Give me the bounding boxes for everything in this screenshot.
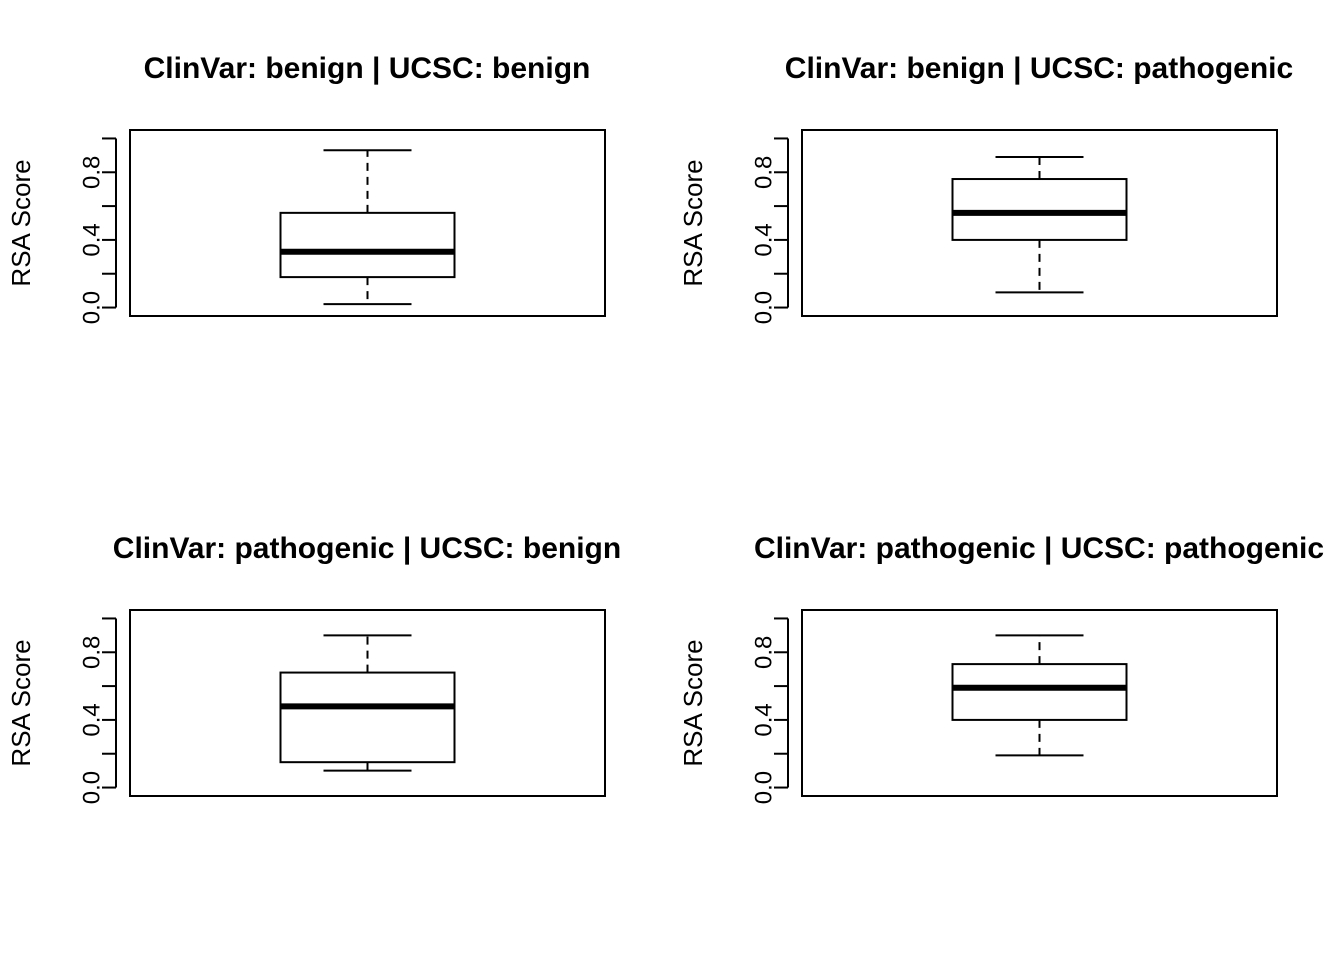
boxplot-panel-4: ClinVar: pathogenic | UCSC: pathogenic RS… <box>678 532 1324 804</box>
y-tick-label: 0.4 <box>78 703 105 736</box>
iqr-box <box>951 178 1128 241</box>
y-tick-label: 0.4 <box>78 223 105 256</box>
iqr-box <box>279 211 456 279</box>
iqr-box <box>279 671 456 764</box>
y-tick-label: 0.4 <box>750 703 777 736</box>
y-tick-label: 0.0 <box>78 291 105 324</box>
chart-title: ClinVar: pathogenic | UCSC: pathogenic <box>754 532 1324 565</box>
plot-frame <box>801 609 1278 797</box>
y-tick-label: 0.8 <box>78 156 105 189</box>
plot-frame <box>801 129 1278 317</box>
chart-title: ClinVar: pathogenic | UCSC: benign <box>113 532 621 565</box>
chart-title: ClinVar: benign | UCSC: benign <box>144 52 591 85</box>
y-tick-label: 0.4 <box>750 223 777 256</box>
iqr-box <box>951 663 1128 721</box>
y-axis-label: RSA Score <box>678 159 708 286</box>
y-tick-label: 0.8 <box>78 636 105 669</box>
boxplot-panel-1: ClinVar: benign | UCSC: benign RSA Score 0… <box>6 52 606 324</box>
y-axis-label: RSA Score <box>6 639 36 766</box>
y-tick-label: 0.0 <box>78 771 105 804</box>
plot-frame <box>129 129 606 317</box>
boxplot-panel-3: ClinVar: pathogenic | UCSC: benign RSA Sc… <box>6 532 621 804</box>
plot-frame <box>129 609 606 797</box>
y-axis-label: RSA Score <box>6 159 36 286</box>
chart-title: ClinVar: benign | UCSC: pathogenic <box>785 52 1293 85</box>
y-tick-label: 0.8 <box>750 636 777 669</box>
y-tick-label: 0.0 <box>750 771 777 804</box>
y-axis-label: RSA Score <box>678 639 708 766</box>
boxplot-panel-2: ClinVar: benign | UCSC: pathogenic RSA Sc… <box>678 52 1293 324</box>
y-tick-label: 0.8 <box>750 156 777 189</box>
y-tick-label: 0.0 <box>750 291 777 324</box>
